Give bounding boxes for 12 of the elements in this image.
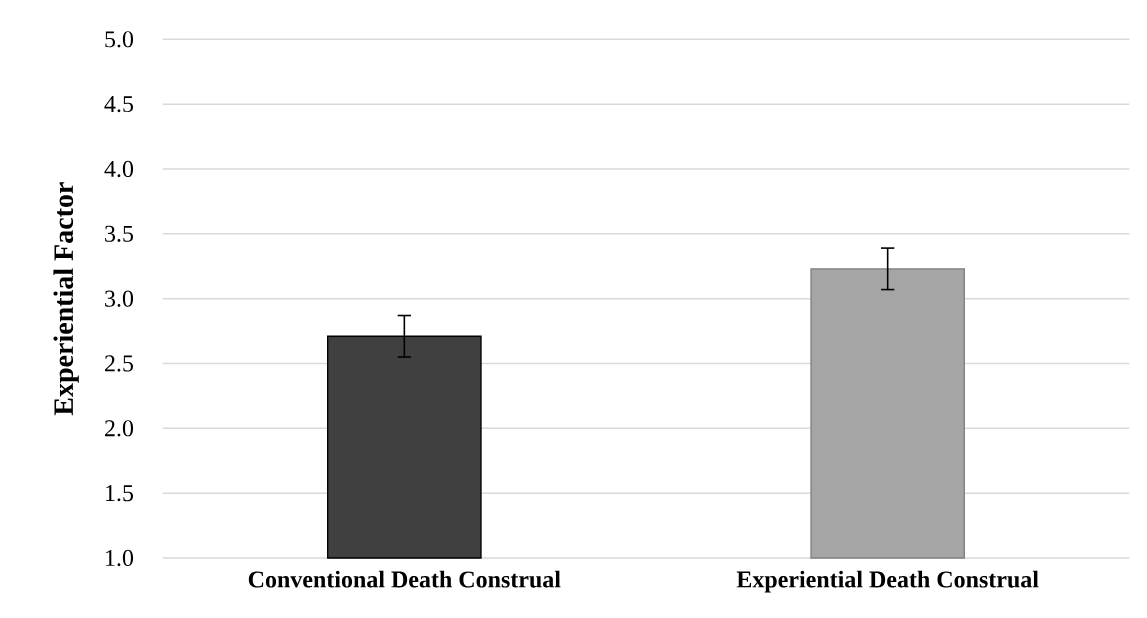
y-tick-label: 4.0 [104, 160, 134, 178]
y-tick-label: 2.0 [105, 420, 134, 437]
x-tick-label: Conventional Death Construal [248, 570, 561, 588]
y-tick-label: 3.0 [105, 290, 134, 307]
y-tick-label: 1.5 [106, 485, 134, 502]
x-tick-label: Experiential Death Construal [736, 570, 1039, 593]
y-axis-title: Experiential Factor [53, 182, 79, 416]
y-tick-label: 2.5 [105, 355, 134, 372]
y-tick-label: 5.0 [105, 31, 134, 48]
y-tick-label: 1.0 [106, 549, 134, 567]
y-tick-label: 4.5 [104, 96, 134, 113]
y-tick-label: 3.5 [105, 225, 134, 242]
